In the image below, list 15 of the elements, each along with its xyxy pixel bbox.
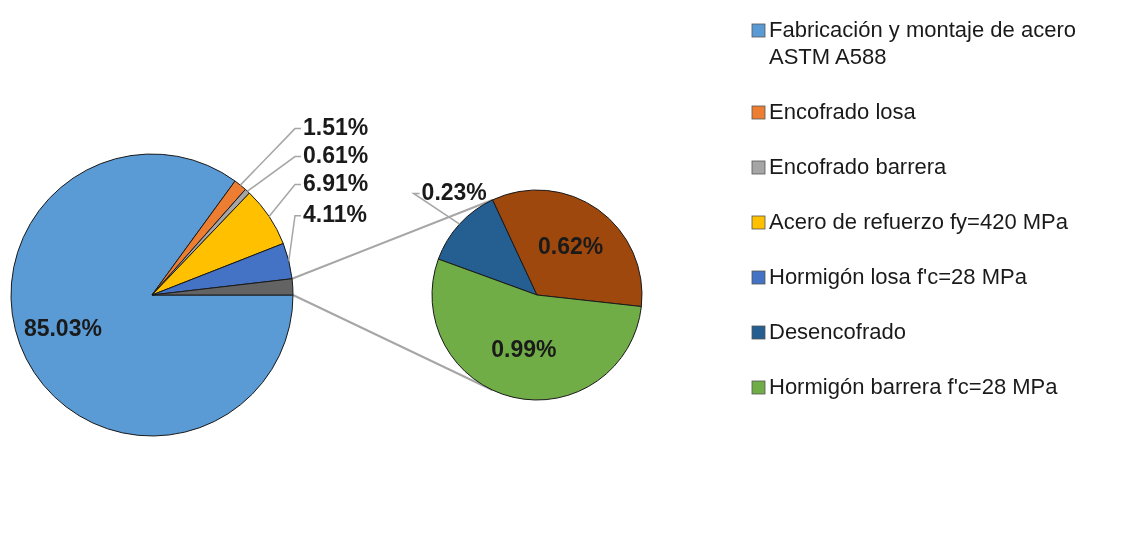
legend-label: Encofrado losa bbox=[769, 99, 917, 124]
data-label: 0.61% bbox=[303, 141, 369, 168]
data-label: 85.03% bbox=[23, 315, 102, 342]
data-label: 1.51% bbox=[303, 113, 369, 140]
data-label: 0.99% bbox=[491, 336, 557, 363]
legend-label: Hormigón barrera f'c=28 MPa bbox=[769, 374, 1059, 399]
data-label: 0.62% bbox=[538, 233, 604, 260]
legend-label: Fabricación y montaje de acero ASTM A588 bbox=[769, 17, 1076, 69]
legend-label: Acero de refuerzo fy=420 MPa bbox=[769, 209, 1069, 234]
data-label: 0.23% bbox=[421, 178, 487, 205]
legend-label: Encofrado barrera bbox=[769, 154, 948, 179]
data-label: 6.91% bbox=[303, 169, 369, 196]
legend-label: Hormigón losa f'c=28 MPa bbox=[769, 264, 1028, 289]
legend-label: Desencofrado bbox=[769, 319, 906, 344]
data-label: 4.11% bbox=[303, 200, 367, 227]
